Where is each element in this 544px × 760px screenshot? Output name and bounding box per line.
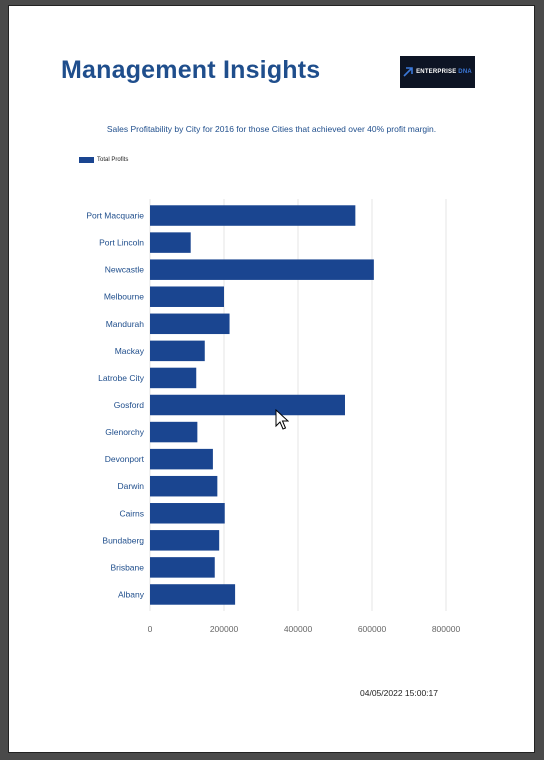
category-label: Darwin: [118, 481, 145, 491]
category-label: Glenorchy: [105, 427, 144, 437]
category-label: Cairns: [119, 508, 144, 518]
bar-gosford[interactable]: [150, 394, 345, 416]
category-label: Mandurah: [106, 319, 145, 329]
chart-legend: Total Profits: [79, 157, 128, 163]
logo-mark-icon: [403, 67, 413, 77]
category-label: Port Macquarie: [86, 211, 144, 221]
bar-cairns[interactable]: [150, 503, 225, 524]
category-label: Mackay: [115, 346, 145, 356]
profit-bar-chart: 0 200000 400000 600000 800000 Port Macquarie P…: [9, 191, 534, 641]
bar-devonport[interactable]: [150, 448, 213, 470]
legend-swatch: [79, 157, 94, 163]
x-tick-label: 0: [148, 624, 153, 634]
report-page: Management Insights ENTERPRISE DNA Sales…: [8, 5, 535, 753]
page-title: Management Insights: [61, 56, 321, 84]
bar-latrobe-city[interactable]: [150, 367, 197, 389]
x-tick-label: 400000: [284, 624, 313, 634]
bar-newcastle[interactable]: [150, 259, 374, 280]
report-timestamp: 04/05/2022 15:00:17: [360, 688, 438, 698]
category-label: Brisbane: [110, 562, 144, 572]
bar-mandurah[interactable]: [150, 313, 230, 335]
chart-svg: 0 200000 400000 600000 800000 Port Macquarie P…: [86, 199, 461, 634]
bar-brisbane[interactable]: [150, 557, 215, 578]
category-label: Gosford: [114, 400, 145, 410]
bar-mackay[interactable]: [150, 340, 205, 362]
x-tick-label: 600000: [358, 624, 387, 634]
bar-port-macquarie[interactable]: [150, 205, 356, 226]
bar-glenorchy[interactable]: [150, 421, 198, 443]
category-label: Albany: [118, 589, 145, 599]
category-label: Newcastle: [105, 265, 144, 275]
company-logo: ENTERPRISE DNA: [400, 56, 475, 88]
mouse-pointer-icon: [275, 409, 289, 430]
x-tick-label: 800000: [432, 624, 461, 634]
category-label: Port Lincoln: [99, 238, 144, 248]
logo-text: ENTERPRISE DNA: [416, 69, 472, 75]
category-label: Devonport: [105, 454, 145, 464]
x-tick-label: 200000: [210, 624, 239, 634]
chart-subtitle: Sales Profitability by City for 2016 for…: [106, 124, 437, 134]
legend-label: Total Profits: [97, 157, 129, 163]
category-label: Bundaberg: [102, 535, 144, 545]
bar-bundaberg[interactable]: [150, 530, 220, 551]
bar-port-lincoln[interactable]: [150, 232, 191, 253]
bar-melbourne[interactable]: [150, 286, 224, 307]
bar-darwin[interactable]: [150, 475, 218, 497]
category-label: Latrobe City: [98, 373, 145, 383]
category-label: Melbourne: [104, 292, 144, 302]
bar-albany[interactable]: [150, 584, 236, 605]
